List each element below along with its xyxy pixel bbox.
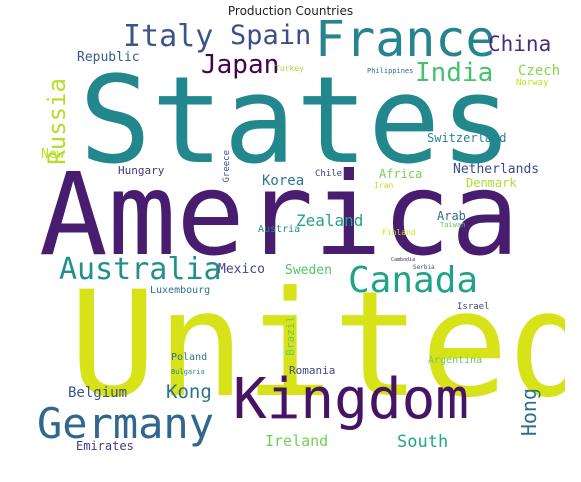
word-united: United: [69, 260, 565, 430]
word-poland: Poland: [171, 352, 208, 363]
word-sweden: Sweden: [285, 263, 332, 278]
word-australia: Australia: [59, 252, 222, 287]
chart-title: Production Countries: [227, 4, 354, 18]
word-philippines: Philippines: [367, 67, 414, 75]
word-kingdom: Kingdom: [233, 367, 470, 432]
word-korea: Korea: [262, 173, 305, 189]
word-new: New: [41, 147, 65, 162]
word-bulgaria: Bulgaria: [171, 368, 205, 376]
word-taiwan: Taiwan: [440, 221, 466, 229]
word-china: China: [488, 32, 552, 56]
word-romania: Romania: [289, 364, 336, 377]
word-chile: Chile: [315, 169, 343, 179]
word-czech: Czech: [518, 63, 561, 79]
word-hungary: Hungary: [118, 164, 165, 177]
word-norway: Norway: [516, 78, 549, 88]
word-greece: Greece: [222, 150, 232, 183]
word-republic: Republic: [77, 50, 140, 65]
word-india: India: [415, 58, 494, 88]
word-hong: Hong: [517, 388, 541, 437]
word-japan: Japan: [201, 50, 280, 80]
word-mexico: Mexico: [218, 262, 265, 277]
word-turkey: Turkey: [275, 64, 304, 73]
word-kong: Kong: [166, 381, 212, 403]
word-switzerland: Switzerland: [427, 131, 507, 145]
word-netherlands: Netherlands: [453, 162, 540, 177]
word-africa: Africa: [379, 167, 423, 181]
word-france: France: [315, 20, 496, 68]
word-italy: Italy: [123, 20, 214, 54]
word-cambodia: Cambodia: [391, 257, 416, 263]
word-zealand: Zealand: [296, 211, 364, 230]
word-cloud: United States America Kingdom France Ger…: [37, 20, 565, 460]
word-serbia: Serbia: [413, 264, 435, 271]
word-america: America: [39, 148, 520, 281]
word-states: States: [79, 52, 513, 191]
word-arab: Arab: [437, 209, 466, 223]
word-iran: Iran: [374, 181, 394, 190]
word-austria: Austria: [258, 224, 301, 235]
word-spain: Spain: [230, 20, 312, 51]
word-finland: Finland: [382, 228, 416, 237]
word-israel: Israel: [457, 302, 490, 312]
word-denmark: Denmark: [466, 176, 517, 190]
word-ireland: Ireland: [265, 432, 329, 450]
word-luxembourg: Luxembourg: [150, 285, 211, 296]
word-south: South: [397, 432, 449, 452]
word-argentina: Argentina: [428, 355, 483, 366]
word-brazil: Brazil: [284, 316, 297, 356]
word-germany: Germany: [37, 399, 215, 448]
word-emirates: Emirates: [76, 439, 134, 453]
word-canada: Canada: [348, 260, 479, 301]
word-belgium: Belgium: [68, 385, 128, 401]
